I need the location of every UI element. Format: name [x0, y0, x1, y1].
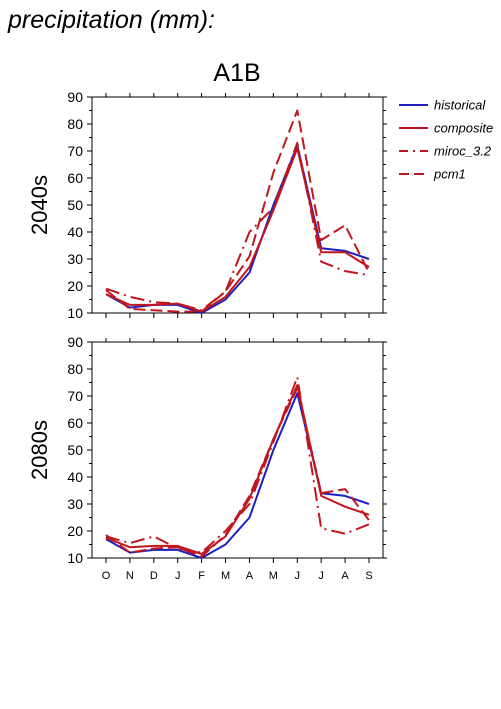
x-tick-label: J [175, 570, 181, 582]
x-tick-label: A [341, 570, 349, 582]
x-tick-label: S [365, 570, 372, 582]
x-tick-label: A [246, 570, 254, 582]
y-tick-label: 10 [67, 550, 83, 566]
chart-panel-2080s: 10 20 30 40 50 60 70 80 90 O N D J F M A M J J A S 2080s [27, 334, 387, 582]
chart-panel-2040s: 10 20 30 40 50 60 70 80 90 2040s [27, 89, 387, 321]
series-line-miroc-3-2 [105, 141, 370, 312]
panel-period-label: 2040s [27, 175, 52, 235]
series-line-historical [105, 144, 370, 314]
panel-period-label: 2080s [27, 420, 52, 480]
y-tick-label: 50 [67, 442, 83, 458]
plot-frame [91, 341, 384, 559]
y-tick-label: 30 [67, 251, 83, 267]
y-tick-label: 50 [67, 197, 83, 213]
y-tick-label: 30 [67, 496, 83, 512]
y-tick-label: 20 [67, 278, 83, 294]
legend-label: pcm1 [433, 167, 466, 182]
series-line-pcm1 [105, 386, 370, 558]
x-tick-label: O [102, 570, 111, 582]
series-line-pcm1 [105, 109, 370, 313]
y-tick-label: 60 [67, 170, 83, 186]
x-tick-label: M [221, 570, 230, 582]
legend-label: miroc_3.2 [434, 144, 492, 159]
y-tick-label: 70 [67, 388, 83, 404]
y-tick-label: 80 [67, 116, 83, 132]
series-line-composite [105, 147, 370, 313]
series-line-miroc-3-2 [105, 376, 370, 554]
series-line-composite [105, 384, 370, 555]
legend-label: historical [434, 98, 486, 113]
scenario-title: A1B [213, 59, 260, 87]
legend: historical composite miroc_3.2 pcm1 [399, 98, 493, 182]
y-tick-label: 60 [67, 415, 83, 431]
x-tick-label: D [150, 570, 158, 582]
x-tick-label: J [295, 570, 301, 582]
series-line-historical [105, 392, 370, 559]
y-tick-label: 20 [67, 523, 83, 539]
y-tick-label: 90 [67, 89, 83, 105]
x-tick-label: J [318, 570, 324, 582]
x-tick-label: F [198, 570, 205, 582]
y-tick-label: 10 [67, 305, 83, 321]
y-tick-label: 90 [67, 334, 83, 350]
x-tick-label: M [269, 570, 278, 582]
figure-header: precipitation (mm): [7, 6, 215, 34]
y-tick-label: 40 [67, 224, 83, 240]
y-tick-label: 70 [67, 143, 83, 159]
y-tick-label: 80 [67, 361, 83, 377]
legend-label: composite [434, 121, 493, 136]
y-tick-label: 40 [67, 469, 83, 485]
x-tick-label: N [126, 570, 134, 582]
